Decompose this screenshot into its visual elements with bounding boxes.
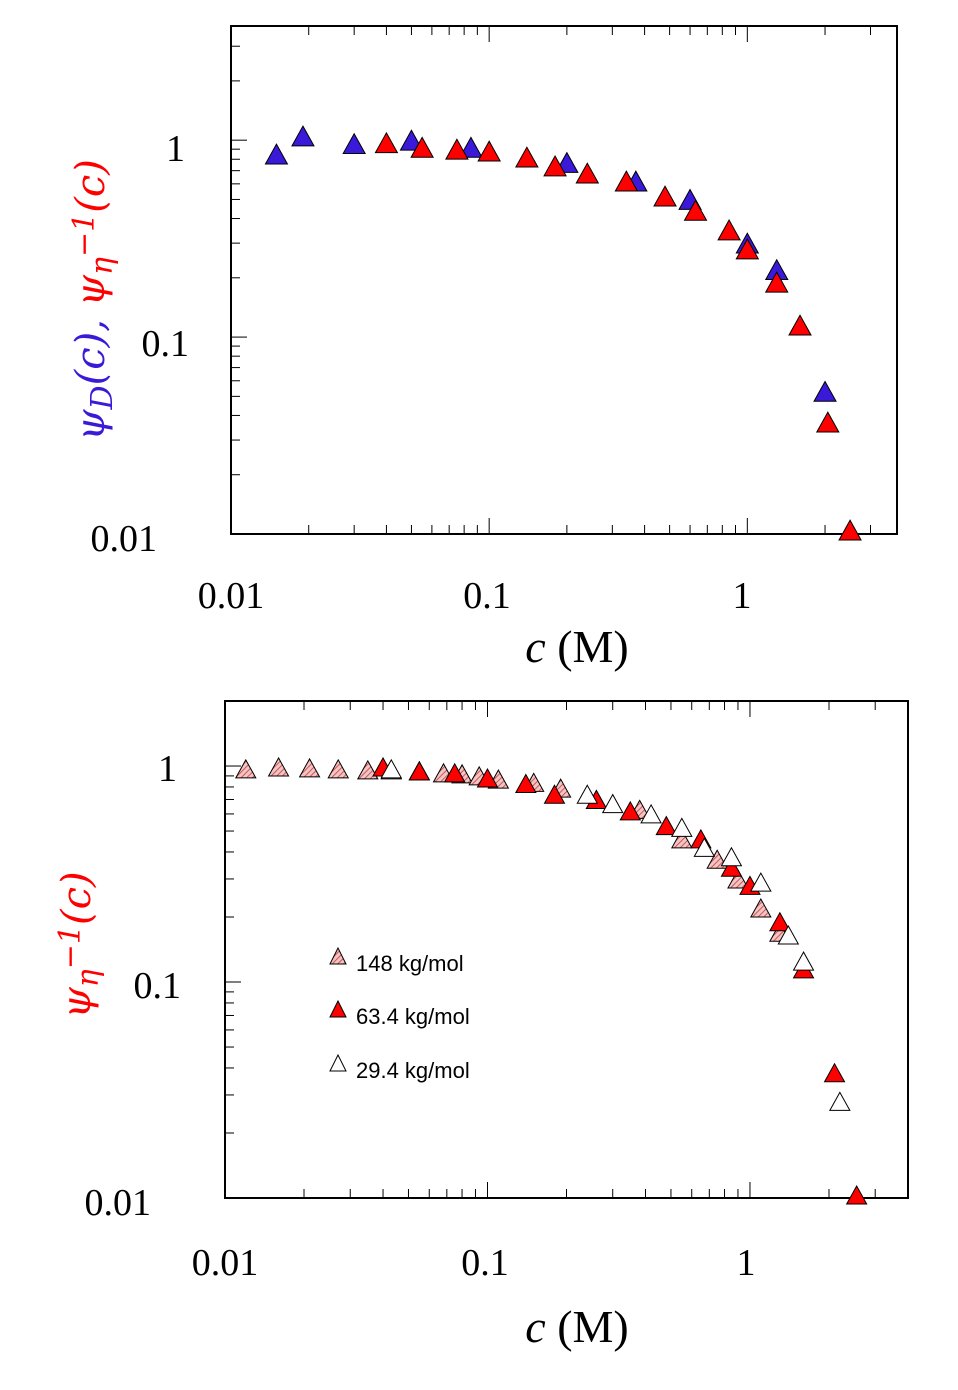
bottom-plot-frame	[224, 700, 909, 1199]
top-point-red	[683, 199, 708, 221]
top-point-blue	[291, 125, 315, 147]
bottom-point-open	[670, 817, 693, 837]
bottom-point-hatched	[327, 758, 350, 779]
legend-marker-hatched	[329, 946, 347, 965]
top-point-blue	[399, 129, 424, 151]
bottom-x-tick-0.1: 0.1	[461, 1242, 509, 1284]
bottom-point-open	[777, 925, 800, 945]
top-x-tick-1: 1	[733, 575, 752, 617]
bottom-point-open	[828, 1091, 851, 1111]
bottom-point-hatched	[749, 898, 772, 918]
legend-item-148: 148 kg/mol	[329, 946, 464, 976]
bottom-point-open	[640, 803, 662, 824]
top-y-tick-0.01: 0.01	[91, 518, 158, 560]
top-plot-frame	[230, 25, 898, 535]
top-point-red	[575, 162, 600, 184]
top-x-tick-0.01: 0.01	[198, 575, 265, 617]
top-point-blue	[342, 132, 367, 155]
bottom-chart: 0.01 0.1 1 0.01 0.1 1 c (M) ψη−1(c) 148 …	[53, 700, 909, 1352]
top-tick-marks	[230, 26, 871, 535]
bottom-x-tick-0.01: 0.01	[192, 1242, 259, 1284]
bottom-x-axis-title: c (M)	[525, 1301, 628, 1352]
bottom-point-red	[543, 784, 566, 804]
top-point-red	[764, 271, 789, 293]
top-point-red	[614, 170, 639, 192]
top-point-red	[735, 238, 760, 260]
bottom-point-open	[720, 846, 743, 867]
top-data-points	[264, 125, 862, 541]
top-y-axis-title: ψD(c), ψη−1(c)	[67, 159, 120, 441]
legend-marker-red	[329, 999, 347, 1018]
bottom-data-points	[234, 756, 868, 1205]
top-point-red	[445, 138, 469, 160]
bottom-x-tick-1: 1	[737, 1242, 756, 1284]
top-y-tick-0.1: 0.1	[142, 323, 190, 365]
legend-marker-open	[329, 1053, 347, 1072]
top-point-red	[374, 131, 399, 154]
legend-label-148: 148 kg/mol	[356, 951, 464, 976]
top-y-tick-1: 1	[166, 128, 185, 170]
bottom-point-red	[720, 857, 743, 877]
bottom-point-open	[693, 837, 716, 857]
bottom-point-hatched	[298, 757, 321, 778]
bottom-point-open	[576, 784, 599, 804]
bottom-point-red	[619, 800, 642, 821]
top-x-tick-0.1: 0.1	[463, 575, 511, 617]
bottom-y-tick-0.1: 0.1	[134, 965, 182, 1007]
bottom-point-hatched	[356, 759, 379, 780]
bottom-point-hatched	[670, 828, 693, 849]
top-point-red	[788, 314, 812, 336]
top-point-red	[717, 219, 741, 241]
top-chart: 0.01 0.1 1 0.01 0.1 1 c (M) ψD(c), ψη−1(…	[67, 25, 898, 672]
bottom-point-open	[380, 758, 403, 779]
top-point-blue	[264, 143, 289, 165]
top-point-red	[410, 136, 434, 158]
top-point-red	[543, 154, 567, 177]
bottom-point-red	[823, 1062, 846, 1083]
bottom-point-red	[443, 762, 466, 783]
bottom-point-open	[792, 951, 815, 971]
top-point-red	[838, 519, 862, 541]
top-x-axis-title: c (M)	[525, 621, 628, 672]
legend-item-63: 63.4 kg/mol	[329, 999, 470, 1029]
bottom-point-hatched	[727, 868, 749, 889]
bottom-point-red	[476, 767, 499, 788]
legend-item-29: 29.4 kg/mol	[329, 1053, 470, 1083]
bottom-point-open	[601, 793, 624, 814]
bottom-point-red	[408, 760, 431, 781]
top-point-red	[477, 140, 502, 162]
top-point-red	[815, 411, 840, 433]
bottom-point-red	[514, 773, 537, 793]
bottom-point-red	[769, 911, 791, 932]
top-point-red	[653, 185, 677, 207]
bottom-tick-marks	[224, 700, 909, 1199]
bottom-point-open	[749, 872, 772, 892]
bottom-point-red	[845, 1184, 868, 1205]
top-point-blue	[459, 136, 483, 158]
bottom-point-hatched	[234, 758, 257, 779]
top-point-red	[515, 146, 539, 168]
legend-label-29: 29.4 kg/mol	[356, 1058, 470, 1083]
bottom-y-tick-0.01: 0.01	[85, 1182, 152, 1224]
legend-label-63: 63.4 kg/mol	[356, 1004, 470, 1029]
top-point-blue	[813, 380, 837, 402]
bottom-point-hatched	[267, 756, 290, 777]
legend: 148 kg/mol 63.4 kg/mol 29.4 kg/mol	[329, 946, 470, 1083]
bottom-y-tick-1: 1	[158, 748, 177, 790]
bottom-point-red	[655, 815, 678, 836]
bottom-y-axis-title: ψη−1(c)	[53, 871, 106, 1018]
